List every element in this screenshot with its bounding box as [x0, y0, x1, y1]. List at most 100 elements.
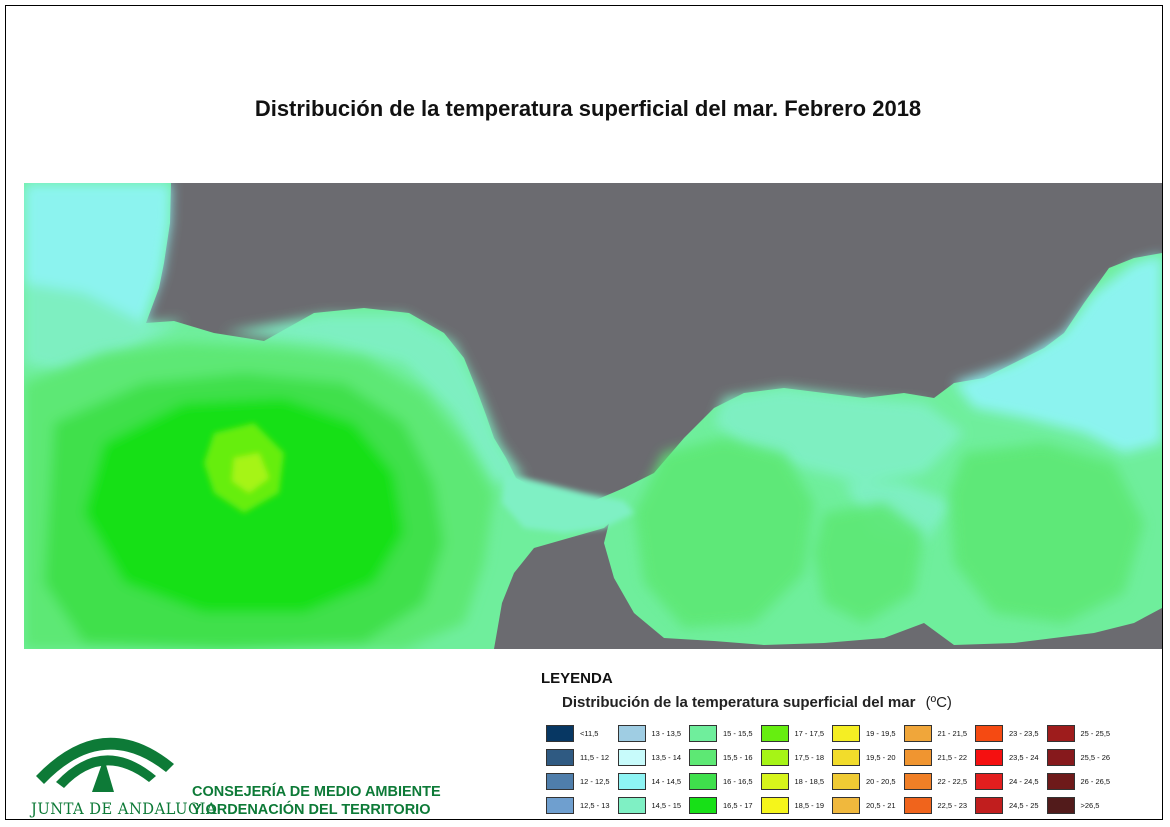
legend-item: 23 - 23,5: [975, 724, 1039, 742]
map-title: Distribución de la temperatura superfici…: [254, 96, 922, 121]
legend-grid: <11,5 11,5 - 12 12 - 12,5 12,5 - 13 13 - 13,…: [546, 724, 1126, 820]
legend-item: 14,5 - 15: [617, 796, 682, 814]
legend-label: 26 - 26,5: [1080, 776, 1111, 786]
legend-swatch: [617, 772, 646, 790]
legend-label: 15,5 - 16: [723, 752, 753, 762]
legend-label: 15 - 15,5: [723, 728, 753, 738]
legend-label: 21 - 21,5: [937, 728, 968, 738]
legend-swatch: [832, 796, 860, 814]
legend-item: 26 - 26,5: [1046, 772, 1111, 790]
legend-item: 22 - 22,5: [903, 772, 968, 790]
legend-label: 18,5 - 19: [794, 800, 825, 810]
institution-name: CONSEJERÍA DE MEDIO AMBIENTE Y ORDENACIÓ…: [192, 783, 441, 819]
legend-item: 17,5 - 18: [760, 748, 825, 766]
institution-line-2: Y ORDENACIÓN DEL TERRITORIO: [192, 802, 431, 818]
legend-swatch: [1046, 796, 1075, 814]
legend-swatch: [617, 748, 646, 766]
legend-swatch: [1046, 724, 1075, 742]
legend-label: 18 - 18,5: [794, 776, 825, 786]
legend-item: 14 - 14,5: [617, 772, 682, 790]
legend-swatch: [689, 772, 717, 790]
legend-item: >26,5: [1046, 796, 1100, 814]
legend-label: 12 - 12,5: [580, 776, 610, 786]
legend-label: 19 - 19,5: [866, 728, 896, 738]
legend-swatch: [1046, 748, 1075, 766]
legend-swatch: [975, 796, 1003, 814]
legend-label: 25 - 25,5: [1080, 728, 1111, 738]
legend-label: 22 - 22,5: [937, 776, 968, 786]
legend-label: 24 - 24,5: [1009, 776, 1039, 786]
legend-item: 21,5 - 22: [903, 748, 968, 766]
legend-swatch: [546, 724, 574, 742]
legend-swatch: [760, 748, 789, 766]
legend-label: <11,5: [580, 728, 599, 738]
legend-label: 19,5 - 20: [866, 752, 896, 762]
map-raster: [24, 183, 1162, 649]
legend-label: 21,5 - 22: [937, 752, 968, 762]
legend-item: 13 - 13,5: [617, 724, 682, 742]
map-frame: [5, 5, 1163, 820]
legend-swatch: [546, 796, 574, 814]
legend-label: >26,5: [1080, 800, 1100, 810]
legend-swatch: [975, 748, 1003, 766]
legend-item: 15,5 - 16: [689, 748, 753, 766]
legend-item: 18 - 18,5: [760, 772, 825, 790]
legend-label: 25,5 - 26: [1080, 752, 1111, 762]
legend-swatch: [760, 772, 789, 790]
legend-label: 20,5 - 21: [866, 800, 896, 810]
legend-label: 20 - 20,5: [866, 776, 896, 786]
legend-swatch: [689, 748, 717, 766]
legend-item: 11,5 - 12: [546, 748, 609, 766]
legend-swatch: [760, 724, 789, 742]
legend-label: 17 - 17,5: [794, 728, 825, 738]
legend-swatch: [689, 796, 717, 814]
legend-label: 22,5 - 23: [937, 800, 968, 810]
legend-swatch: [832, 724, 860, 742]
sea-temperature-map: [24, 183, 1162, 649]
legend-label: 11,5 - 12: [580, 752, 610, 762]
legend-item: 21 - 21,5: [903, 724, 968, 742]
legend-item: 20 - 20,5: [832, 772, 896, 790]
legend-label: 13 - 13,5: [651, 728, 682, 738]
institution-line-1: CONSEJERÍA DE MEDIO AMBIENTE: [192, 784, 441, 800]
legend-item: 12,5 - 13: [546, 796, 610, 814]
legend-item: 23,5 - 24: [975, 748, 1039, 766]
legend-swatch: [832, 772, 860, 790]
legend-label: 14 - 14,5: [651, 776, 682, 786]
legend-item: 17 - 17,5: [760, 724, 825, 742]
legend-swatch: [546, 748, 574, 766]
legend-swatch: [1046, 772, 1075, 790]
legend-swatch: [689, 724, 717, 742]
logo-text: JUNTA DE ANDALUCIA: [31, 799, 218, 818]
legend-label: 14,5 - 15: [651, 800, 682, 810]
legend-subtitle: Distribución de la temperatura superfici…: [562, 694, 952, 711]
legend-item: 19 - 19,5: [832, 724, 896, 742]
legend-swatch: [546, 772, 574, 790]
legend-swatch: [975, 724, 1003, 742]
legend-swatch: [617, 796, 646, 814]
legend-label: 23 - 23,5: [1009, 728, 1039, 738]
legend-unit: (ºC): [925, 694, 952, 711]
legend-item: 24,5 - 25: [975, 796, 1039, 814]
legend-swatch: [975, 772, 1003, 790]
legend-swatch: [903, 748, 932, 766]
legend-swatch: [760, 796, 789, 814]
legend-label: 16 - 16,5: [723, 776, 753, 786]
legend-item: 25 - 25,5: [1046, 724, 1111, 742]
legend-item: 22,5 - 23: [903, 796, 968, 814]
legend-label: 23,5 - 24: [1009, 752, 1039, 762]
legend-item: 12 - 12,5: [546, 772, 610, 790]
legend-swatch: [903, 724, 932, 742]
legend-subtitle-text: Distribución de la temperatura superfici…: [562, 694, 916, 711]
legend-label: 17,5 - 18: [794, 752, 825, 762]
legend-item: 16,5 - 17: [689, 796, 753, 814]
legend-item: 20,5 - 21: [832, 796, 896, 814]
legend-label: 16,5 - 17: [723, 800, 753, 810]
legend-item: 24 - 24,5: [975, 772, 1039, 790]
legend-label: 24,5 - 25: [1009, 800, 1039, 810]
legend-item: 15 - 15,5: [689, 724, 753, 742]
legend-swatch: [832, 748, 860, 766]
legend-item: <11,5: [546, 724, 598, 742]
legend-swatch: [903, 772, 932, 790]
junta-andalucia-logo: [36, 737, 174, 792]
